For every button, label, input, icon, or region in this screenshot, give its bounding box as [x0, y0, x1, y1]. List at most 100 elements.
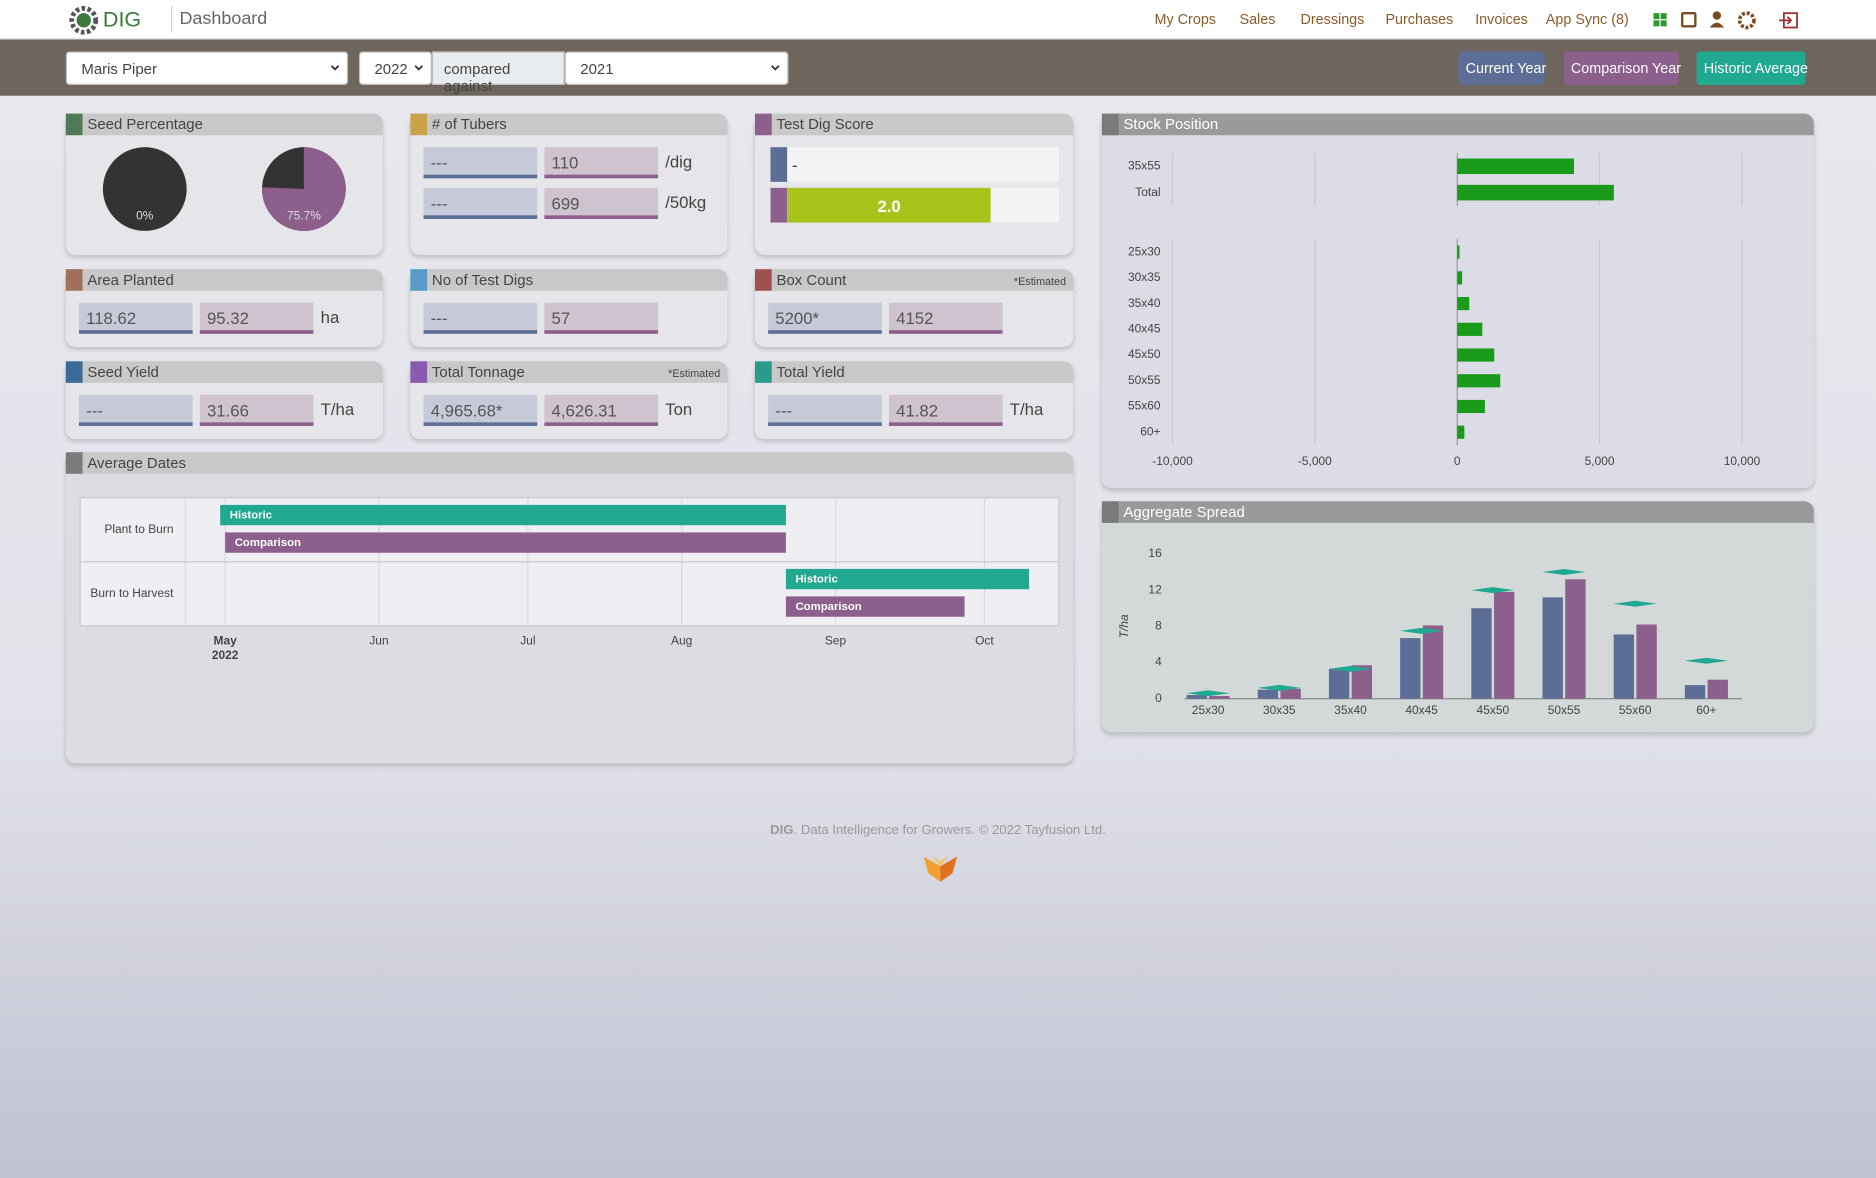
- x-tick-label: -5,000: [1298, 454, 1332, 468]
- unit: T/ha: [320, 399, 355, 419]
- y-tick-label: 8: [1155, 618, 1162, 632]
- legend-button[interactable]: Historic Average: [1696, 51, 1808, 85]
- card-header: Total Tonnage *Estimated: [410, 361, 728, 383]
- card-title: No of Test Digs: [431, 271, 534, 289]
- score-value: 2.0: [877, 196, 901, 216]
- brand[interactable]: DIG: [102, 7, 142, 32]
- nav-link[interactable]: Invoices: [1475, 10, 1528, 28]
- bar: [1707, 679, 1728, 699]
- card-note: *Estimated: [1013, 275, 1067, 288]
- bar: [1565, 579, 1586, 699]
- gantt-bar: [220, 504, 786, 526]
- bar: [1684, 685, 1706, 699]
- unit: T/ha: [1009, 399, 1044, 419]
- marker: [1257, 684, 1301, 691]
- x-tick-label: -10,000: [1152, 454, 1193, 468]
- variety-select[interactable]: Maris Piper: [65, 51, 349, 85]
- bar: [1613, 634, 1635, 699]
- compared-label: compared against: [431, 51, 565, 95]
- card-color: [410, 113, 428, 136]
- card-title: Stock Position: [1123, 116, 1219, 133]
- card-color: [65, 113, 83, 136]
- current-field: ---: [768, 394, 882, 426]
- card-title: Box Count: [776, 271, 847, 289]
- card-color: [1101, 501, 1119, 523]
- comparison-field: 699: [544, 187, 659, 219]
- card-color: [754, 113, 772, 136]
- card: # of Tubers --- 110/dig --- 699/50kg: [410, 113, 728, 255]
- y-tick-label: 0: [1155, 691, 1162, 705]
- pie-label: 0%: [136, 209, 154, 223]
- unit: Ton: [665, 399, 693, 419]
- bar: [1457, 399, 1485, 414]
- year: 2022: [374, 61, 408, 78]
- bar-label: Historic: [795, 574, 837, 586]
- compare-year: 2021: [580, 61, 614, 78]
- x-tick-label: 25x30: [1192, 703, 1225, 717]
- bar: [1280, 688, 1301, 699]
- bar: [1457, 271, 1463, 285]
- row-label: Plant to Burn: [104, 522, 173, 536]
- bar: [1471, 608, 1492, 699]
- marker: [1328, 665, 1373, 672]
- current-field: ---: [423, 187, 538, 219]
- comparison-field: 95.32: [199, 302, 314, 334]
- nav-link[interactable]: Purchases: [1385, 10, 1454, 28]
- y-tick-label: 30x35: [1128, 270, 1161, 284]
- y-tick-label: 50x55: [1128, 373, 1161, 387]
- card-color: [65, 452, 83, 474]
- bar: [1457, 245, 1460, 259]
- card: Total Tonnage *Estimated 4,965.68* 4,626.31…: [410, 361, 728, 440]
- pie-base: [102, 147, 187, 231]
- x-tick-label: 35x40: [1334, 703, 1367, 717]
- x-tick-label: Jun: [369, 633, 388, 647]
- bar: [1457, 425, 1465, 439]
- x-tick-sublabel: 2022: [212, 648, 239, 662]
- card-header: Test Dig Score: [754, 113, 1074, 136]
- x-tick-label: 5,000: [1585, 454, 1615, 468]
- nav-link[interactable]: Dressings: [1300, 10, 1365, 28]
- compare-select[interactable]: 2021: [564, 51, 789, 85]
- bar: [1494, 591, 1515, 699]
- card: Box Count *Estimated 5200* 4152: [754, 269, 1074, 347]
- y-tick-label: Total: [1135, 185, 1160, 199]
- x-tick-label: 30x35: [1263, 703, 1296, 717]
- navbar: DIG Dashboard My Crops Sales Dressings Purc…: [0, 0, 1876, 40]
- card-header: Seed Yield: [65, 361, 383, 383]
- x-tick-label: 10,000: [1724, 454, 1761, 468]
- score-bar: 2.0: [787, 187, 991, 223]
- page-title: Dashboard: [179, 8, 268, 29]
- bar: [1186, 695, 1207, 699]
- comparison-field: 57: [544, 302, 659, 334]
- card: Seed Yield --- 31.66 T/ha: [65, 361, 383, 440]
- card-title: Average Dates: [87, 454, 187, 472]
- bar-label: Comparison: [235, 537, 301, 549]
- bar: [1636, 624, 1657, 699]
- footer-text: . Data Intelligence for Growers. © 2022 …: [793, 823, 1106, 838]
- nav-link[interactable]: App Sync (8): [1545, 10, 1629, 28]
- card-color: [754, 361, 772, 383]
- card-header: Box Count *Estimated: [754, 269, 1074, 291]
- current-field: 4,965.68*: [423, 394, 538, 426]
- card-header: Total Yield: [754, 361, 1074, 383]
- card-header: # of Tubers: [410, 113, 728, 136]
- nav-icons[interactable]: [1651, 10, 1807, 32]
- card-color: [65, 269, 83, 291]
- x-tick-label: 45x50: [1477, 703, 1510, 717]
- year-select[interactable]: 2022: [358, 51, 432, 85]
- bar: [1457, 297, 1470, 311]
- legend-button[interactable]: Current Year: [1458, 51, 1546, 85]
- nav-link[interactable]: My Crops: [1154, 10, 1216, 28]
- current-field: ---: [423, 302, 538, 334]
- y-tick-label: 25x30: [1128, 244, 1161, 258]
- card-color: [410, 361, 428, 383]
- card-title: Total Yield: [776, 363, 845, 381]
- nav-link[interactable]: Sales: [1239, 10, 1276, 28]
- bar: [1209, 696, 1230, 699]
- chevron: [414, 65, 423, 71]
- legend-button[interactable]: Comparison Year: [1563, 51, 1681, 85]
- bar-label: Historic: [230, 510, 272, 522]
- card-title: Seed Yield: [87, 363, 159, 381]
- comparison-field: 4152: [888, 302, 1003, 334]
